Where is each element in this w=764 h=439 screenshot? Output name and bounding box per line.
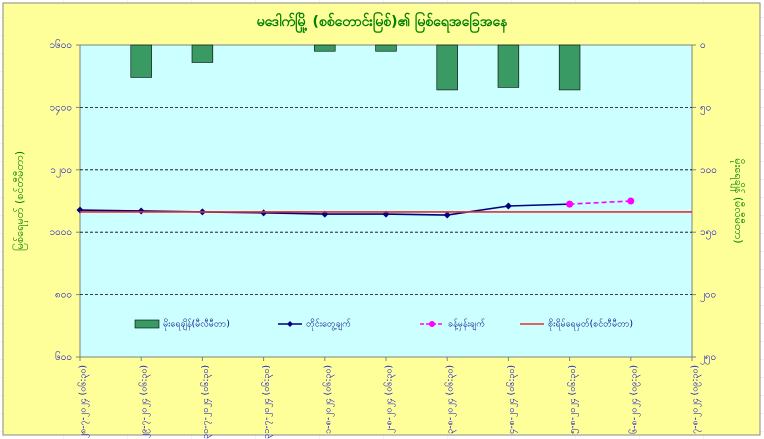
plot-area xyxy=(79,44,693,358)
y2-tick-label: ၂၅၀ xyxy=(700,352,716,365)
legend-label: တိုင်းတွေ့ချက် xyxy=(306,319,351,331)
marker xyxy=(137,207,145,215)
bar xyxy=(314,44,336,52)
legend-marker xyxy=(287,321,293,327)
legend-label: မိုးရေချိန်(မီလီမီတာ) xyxy=(163,319,230,331)
marker xyxy=(260,209,268,217)
bar xyxy=(130,44,152,78)
y2-tick-label: ၂၀၀ xyxy=(700,290,716,303)
x-tick-label: ၁-၈-၂၀၂၄ (၀၆:၃၀) xyxy=(322,365,334,434)
y-axis-label: မြစ်ရေမှတ် (စင်တီမီတာ) xyxy=(12,151,28,251)
legend-label: ခန့်မှန်းချက် xyxy=(448,319,486,331)
y2-tick-label: ၀ xyxy=(700,40,706,51)
x-tick-label: ၂၉-၇-၂၀၂၄ (၀၆:၃၀) xyxy=(139,365,151,438)
chart-title: မဒေါက်မြို့ (စစ်တောင်းမြစ်)၏ မြစ်ရေအခြေအ… xyxy=(257,12,509,33)
y-tick-label: ၁၀၀၀ xyxy=(50,227,73,238)
legend-label: စိုးရိမ်ရေမှတ်(စင်တီမီတာ) xyxy=(548,319,633,331)
bar xyxy=(191,44,214,63)
bar xyxy=(375,44,397,52)
y-tick-label: ၁၂၀၀ xyxy=(50,165,72,178)
marker xyxy=(566,200,574,208)
marker xyxy=(504,202,512,210)
y-tick-label: ၁၄၀၀ xyxy=(50,102,73,115)
legend-swatch xyxy=(134,319,160,329)
x-tick-label: ၄-၈-၂၀၂၄ (၀၆:၃၀) xyxy=(506,365,518,434)
x-tick-label: ၂-၈-၂၀၂၄ (၀၆:၃၀) xyxy=(384,365,396,433)
marker xyxy=(627,197,635,205)
x-tick-label: ၃၀-၇-၂၀၂၄ (၀၆:၃၀) xyxy=(200,365,212,439)
y-tick-label: ၆၀၀ xyxy=(55,350,72,363)
y2-tick-label: ၁၀၀ xyxy=(700,165,717,176)
line xyxy=(569,200,631,205)
y-tick-label: ၁၆၀၀ xyxy=(50,38,73,51)
marker xyxy=(443,211,451,219)
y2-tick-label: ၁၅၀ xyxy=(700,227,717,240)
y-tick-label: ၈၀၀ xyxy=(55,290,72,301)
x-tick-label: ၆-၈-၂၀၂၄ (၀၉:၃၀) xyxy=(628,365,640,434)
y2-axis-label: မိုးရေချိန် (မီလီမီတာ) xyxy=(730,158,745,243)
x-tick-label: ၃-၈-၂၀၂၄ (၀၆:၃၀) xyxy=(445,365,457,434)
bar xyxy=(497,44,520,88)
x-tick-label: ၂၈-၇-၂၀၂၄ (၀၆:၃၀) xyxy=(78,365,90,438)
y2-tick-label: ၅၀ xyxy=(700,102,711,115)
bar xyxy=(436,44,458,91)
x-tick-label: ၃၁-၇-၂၀၂၄ (၀၆:၃၀) xyxy=(261,365,273,439)
bar xyxy=(558,44,581,91)
legend-marker xyxy=(429,321,435,327)
x-tick-label: ၇-၈-၂၀၂၄ (၀၉:၃၀) xyxy=(691,365,702,434)
x-tick-label: ၅-၈-၂၀၂၄ (၀၆:၃၀) xyxy=(567,365,579,434)
